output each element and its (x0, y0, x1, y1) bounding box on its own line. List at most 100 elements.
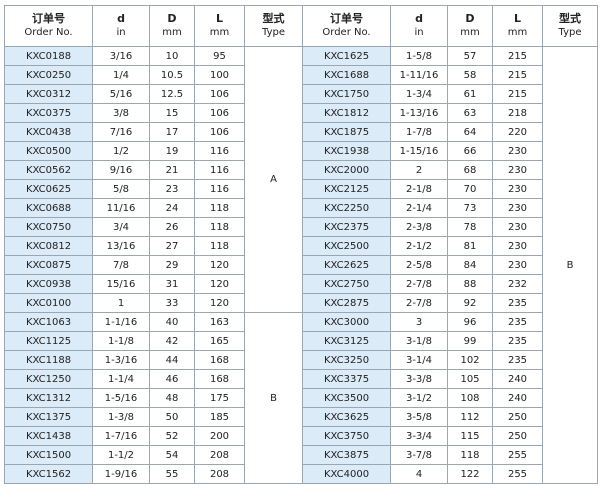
L-mm: 118 (194, 217, 245, 237)
order-no: KXC1188 (4, 350, 93, 370)
D-mm: 10.5 (149, 65, 195, 85)
D-mm: 105 (447, 369, 493, 389)
L-mm: 120 (194, 293, 245, 313)
d-in: 1-1/2 (92, 445, 150, 465)
d-in: 3-3/4 (390, 426, 448, 446)
order-no: KXC1750 (302, 84, 391, 104)
L-mm: 230 (492, 179, 543, 199)
L-mm: 230 (492, 217, 543, 237)
d-in: 2-7/8 (390, 293, 448, 313)
order-no: KXC1438 (4, 426, 93, 446)
L-mm: 235 (492, 350, 543, 370)
table-row: KXC1500 1-1/2 54 208 KXC3875 3-7/8 118 255 (4, 445, 598, 465)
d-in: 1-1/16 (92, 312, 150, 332)
table-body: KXC0188 3/16 10 95 A KXC1625 1-5/8 57 215 B KXC025… (4, 46, 598, 484)
table-row: KXC1063 1-1/16 40 163 B KXC3000 3 96 235 (4, 312, 598, 484)
order-no: KXC3375 (302, 369, 391, 389)
L-mm: 118 (194, 236, 245, 256)
L-mm: 235 (492, 331, 543, 351)
order-no: KXC0750 (4, 217, 93, 237)
L-mm: 200 (194, 426, 245, 446)
L-mm: 185 (194, 407, 245, 427)
header-main: 型式 (559, 12, 581, 25)
d-in: 3-1/2 (390, 388, 448, 408)
header-main: D (167, 12, 177, 25)
order-no: KXC2750 (302, 274, 391, 294)
table-row: KXC0312 5/16 12.5 106 KXC1750 1-3/4 61 215 (4, 84, 598, 104)
d-in: 3-1/8 (390, 331, 448, 351)
D-mm: 54 (149, 445, 195, 465)
table-row: KXC0688 11/16 24 118 KXC2250 2-1/4 73 230 (4, 198, 598, 218)
order-no: KXC0625 (4, 179, 93, 199)
D-mm: 122 (447, 464, 493, 484)
header-sub: mm (162, 27, 182, 38)
D-mm: 31 (149, 274, 195, 294)
header-main: d (415, 12, 423, 25)
d-in: 2-1/8 (390, 179, 448, 199)
D-mm: 73 (447, 198, 493, 218)
d-in: 1-1/4 (92, 369, 150, 389)
d-in: 1-13/16 (390, 103, 448, 123)
order-no: KXC3000 (302, 312, 391, 332)
d-in: 5/16 (92, 84, 150, 104)
d-in: 1-3/8 (92, 407, 150, 427)
type: B (542, 46, 598, 484)
order-no: KXC3625 (302, 407, 391, 427)
type: B (244, 312, 303, 484)
D-mm: 52 (149, 426, 195, 446)
table-row: KXC0188 3/16 10 95 A KXC1625 1-5/8 57 215 B (4, 46, 598, 484)
D-mm: 61 (447, 84, 493, 104)
type: A (244, 46, 303, 313)
d-in: 1-7/8 (390, 122, 448, 142)
D-mm: 68 (447, 160, 493, 180)
D-mm: 46 (149, 369, 195, 389)
D-mm: 102 (447, 350, 493, 370)
d-in: 2-5/8 (390, 255, 448, 275)
D-mm: 44 (149, 350, 195, 370)
header-main: L (513, 12, 521, 25)
order-no: KXC2875 (302, 293, 391, 313)
L-mm: 250 (492, 407, 543, 427)
order-no: KXC0812 (4, 236, 93, 256)
D-mm: 81 (447, 236, 493, 256)
L-mm: 250 (492, 426, 543, 446)
d-in: 2-7/8 (390, 274, 448, 294)
d-in: 1/2 (92, 141, 150, 161)
order-no: KXC4000 (302, 464, 391, 484)
D-mm: 64 (447, 122, 493, 142)
order-no: KXC0312 (4, 84, 93, 104)
order-no: KXC1500 (4, 445, 93, 465)
L-mm: 230 (492, 198, 543, 218)
L-mm: 118 (194, 198, 245, 218)
D-mm: 115 (447, 426, 493, 446)
d-in: 3-3/8 (390, 369, 448, 389)
d-in: 3-1/4 (390, 350, 448, 370)
order-no: KXC1250 (4, 369, 93, 389)
order-no: KXC3125 (302, 331, 391, 351)
d-in: 1-7/16 (92, 426, 150, 446)
L-mm: 240 (492, 369, 543, 389)
order-no: KXC2375 (302, 217, 391, 237)
header-sub: Order No. (24, 27, 73, 38)
d-in: 1-3/16 (92, 350, 150, 370)
L-mm: 255 (492, 464, 543, 484)
L-mm: 235 (492, 293, 543, 313)
L-mm: 106 (194, 122, 245, 142)
D-mm: 55 (149, 464, 195, 484)
d-in: 1-5/16 (92, 388, 150, 408)
L-mm: 175 (194, 388, 245, 408)
table-row: KXC0438 7/16 17 106 KXC1875 1-7/8 64 220 (4, 122, 598, 142)
d-in: 9/16 (92, 160, 150, 180)
D-mm: 29 (149, 255, 195, 275)
L-mm: 95 (194, 46, 245, 66)
table-row: KXC0938 15/16 31 120 KXC2750 2-7/8 88 232 (4, 274, 598, 294)
D-mm: 70 (447, 179, 493, 199)
order-no: KXC0688 (4, 198, 93, 218)
L-mm: 215 (492, 65, 543, 85)
D-mm: 78 (447, 217, 493, 237)
D-mm: 24 (149, 198, 195, 218)
D-mm: 19 (149, 141, 195, 161)
